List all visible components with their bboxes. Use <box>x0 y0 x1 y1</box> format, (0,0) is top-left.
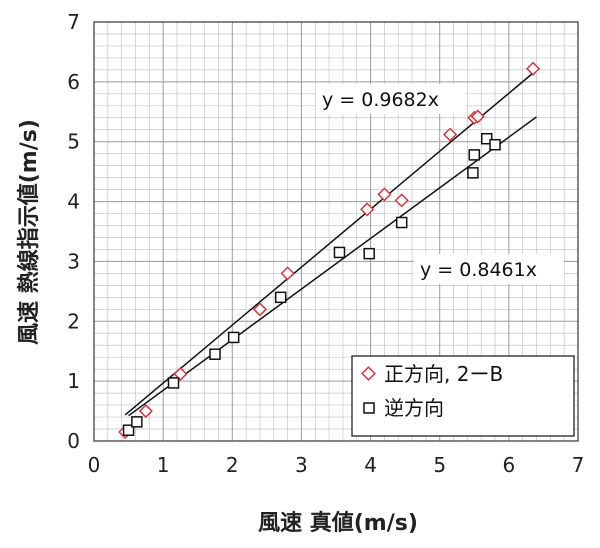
diamond-marker <box>525 61 541 76</box>
trendline-1 <box>124 72 534 416</box>
square-marker <box>209 348 221 360</box>
legend-box <box>351 355 575 437</box>
trendline-label-1-box: y = 0.9682x <box>316 84 466 114</box>
y-tick-label: 6 <box>67 70 80 94</box>
x-tick-labels: 0 1 2 3 4 5 6 7 <box>88 453 585 477</box>
y-tick-label: 3 <box>67 249 80 273</box>
square-marker <box>480 132 493 145</box>
trendlines <box>124 72 537 417</box>
x-tick-label: 0 <box>88 453 101 477</box>
trendline-label-2-box: y = 0.8461x <box>414 254 564 284</box>
diamond-marker <box>280 266 295 281</box>
square-marker <box>131 416 143 428</box>
x-tick-label: 2 <box>226 453 239 477</box>
y-tick-label: 4 <box>67 190 80 214</box>
legend: 正方向, 2ーB 逆方向 <box>351 355 575 437</box>
diamond-marker <box>360 202 375 217</box>
trendline-2 <box>128 116 537 417</box>
square-marker <box>333 246 346 259</box>
x-axis-title: 風速 真値(m/s) <box>258 510 418 536</box>
legend-diamond-marker <box>361 366 376 381</box>
square-marker <box>363 247 375 260</box>
diamond-marker <box>443 127 458 142</box>
square-marker <box>489 138 501 151</box>
diamond-marker <box>470 109 485 124</box>
x-tick-label: 3 <box>295 453 308 477</box>
legend-square-marker <box>363 402 375 414</box>
x-tick-label: 6 <box>502 453 515 477</box>
diamond-marker <box>377 187 392 202</box>
y-tick-label: 2 <box>67 309 80 333</box>
x-tick-label: 7 <box>572 453 585 477</box>
y-tick-label: 5 <box>67 130 80 154</box>
square-marker <box>227 331 240 344</box>
legend-label-reverse: 逆方向 <box>384 396 444 420</box>
y-axis-title: 風速 熱線指示値(m/s) <box>16 119 42 345</box>
y-tick-label: 1 <box>67 369 80 393</box>
x-tick-label: 4 <box>364 453 377 477</box>
x-tick-label: 5 <box>433 453 446 477</box>
diamond-marker <box>138 404 153 419</box>
x-tick-label: 1 <box>157 453 170 477</box>
square-marker <box>122 424 135 436</box>
trendline-label-2: y = 0.8461x <box>420 259 537 281</box>
square-marker <box>274 291 287 304</box>
y-tick-label: 0 <box>67 429 80 453</box>
y-tick-labels: 0 1 2 3 4 5 6 7 <box>67 10 80 453</box>
diamond-marker <box>252 302 268 317</box>
legend-label-forward: 正方向, 2ーB <box>384 362 503 386</box>
square-marker <box>467 167 479 179</box>
diamond-marker <box>394 193 409 208</box>
square-marker <box>167 377 180 389</box>
data-markers <box>118 61 541 440</box>
plot-frame <box>93 21 579 442</box>
square-marker <box>395 216 408 229</box>
diamond-marker <box>173 366 188 382</box>
y-tick-label: 7 <box>67 10 80 34</box>
trendline-label-1: y = 0.9682x <box>322 89 439 111</box>
square-marker <box>468 149 481 161</box>
